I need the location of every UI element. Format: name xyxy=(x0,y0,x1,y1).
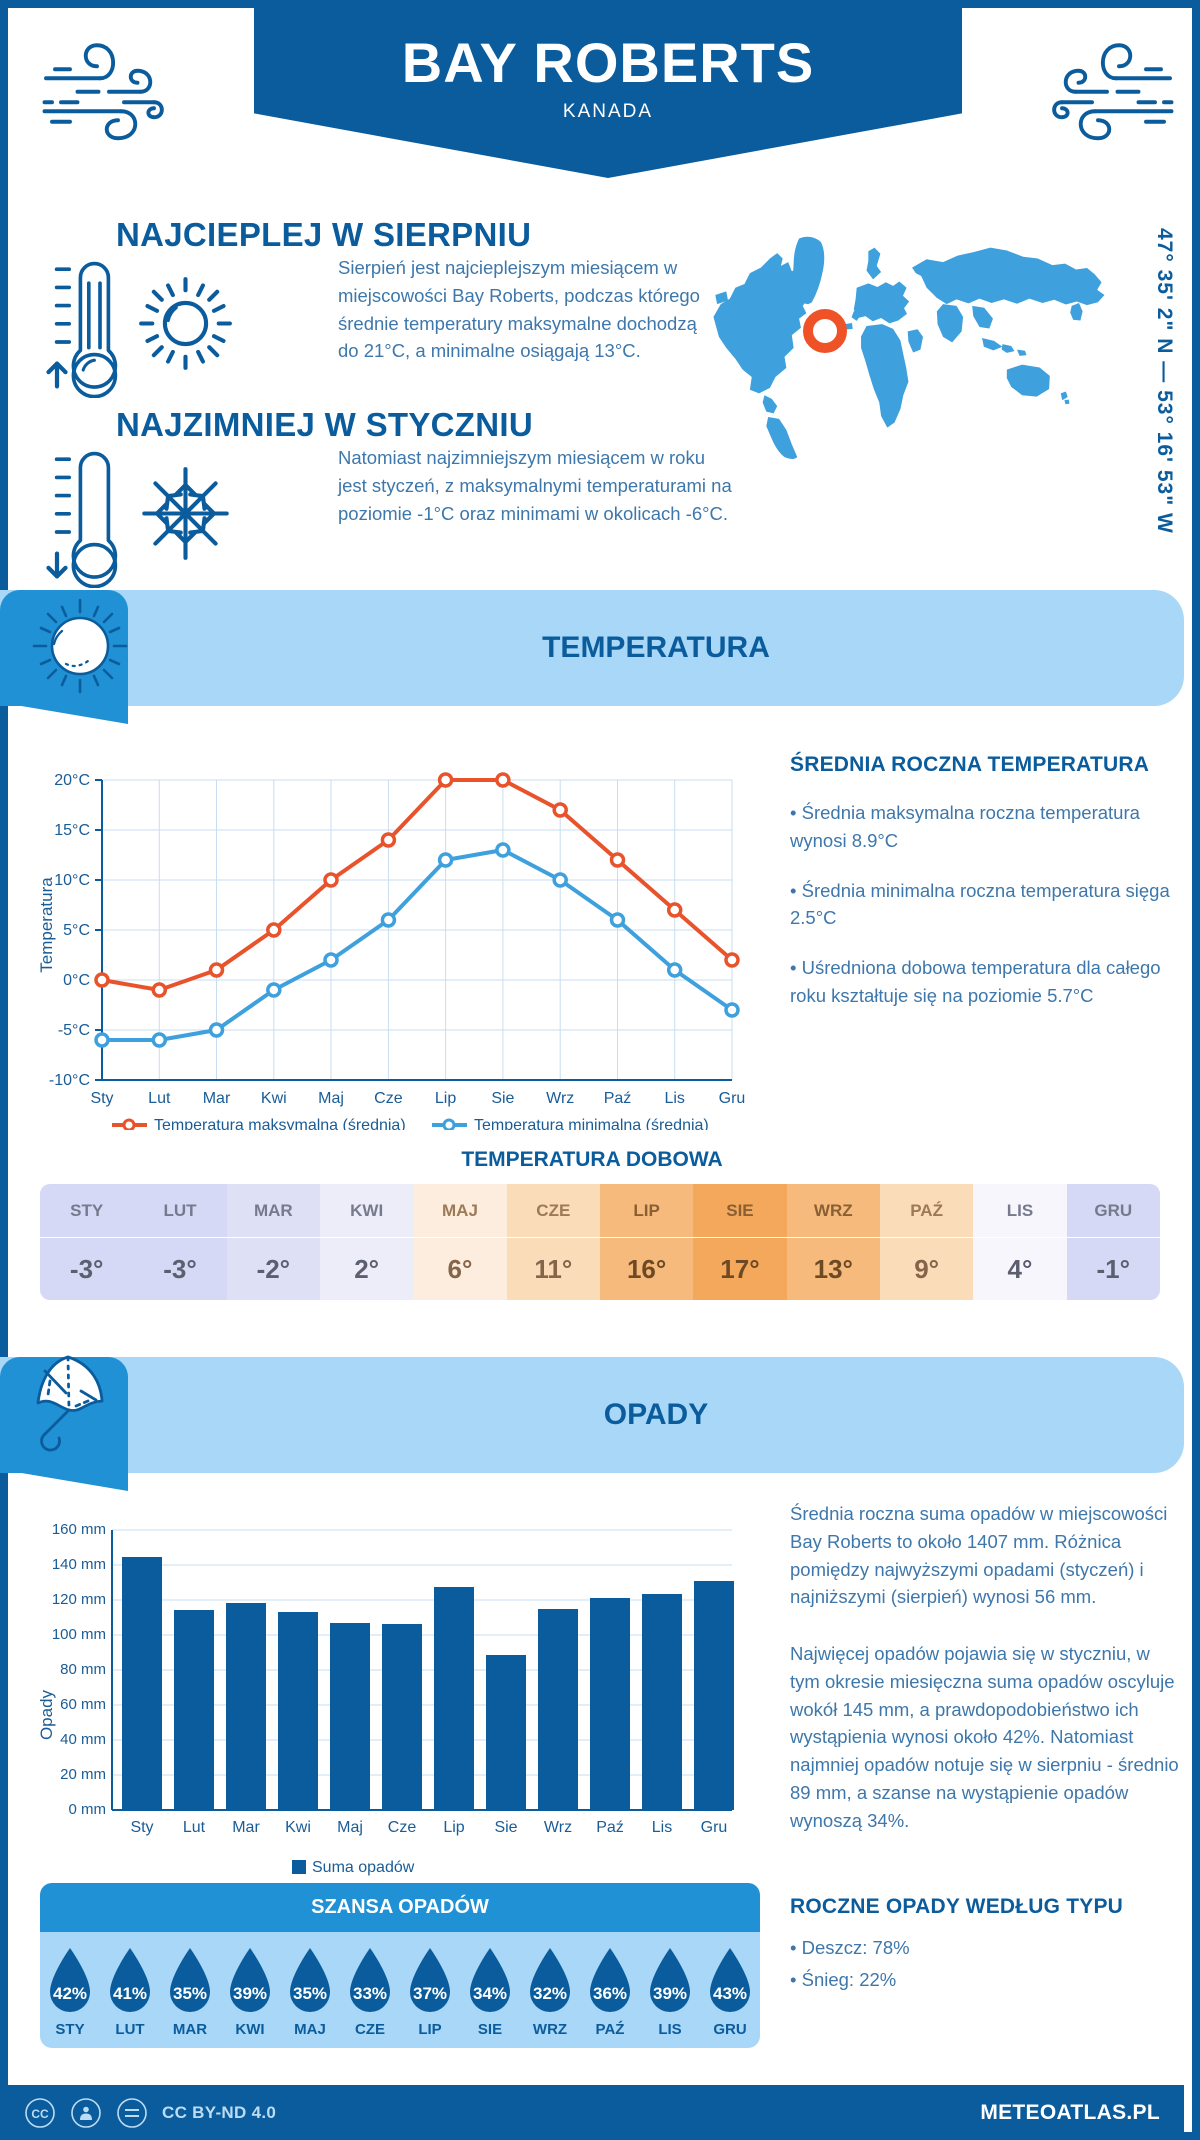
svg-text:Cze: Cze xyxy=(388,1819,417,1836)
svg-text:37%: 37% xyxy=(413,1984,447,2003)
svg-text:0°C: 0°C xyxy=(63,972,90,989)
svg-text:Gru: Gru xyxy=(701,1819,728,1836)
svg-text:32%: 32% xyxy=(533,1984,567,2003)
svg-text:Sty: Sty xyxy=(130,1819,153,1836)
svg-text:-5°C: -5°C xyxy=(58,1022,90,1039)
svg-text:120 mm: 120 mm xyxy=(52,1591,106,1608)
svg-text:Maj: Maj xyxy=(337,1819,363,1836)
svg-text:20 mm: 20 mm xyxy=(60,1766,106,1783)
svg-text:34%: 34% xyxy=(473,1984,507,2003)
svg-text:41%: 41% xyxy=(113,1984,147,2003)
svg-text:Mar: Mar xyxy=(203,1090,231,1107)
svg-text:43%: 43% xyxy=(713,1984,747,2003)
svg-text:Temperatura: Temperatura xyxy=(37,877,56,973)
svg-text:Opady: Opady xyxy=(37,1689,56,1740)
svg-text:Temperatura minimalna (średnia: Temperatura minimalna (średnia) xyxy=(474,1117,709,1130)
svg-text:20°C: 20°C xyxy=(54,772,90,789)
svg-text:Lis: Lis xyxy=(664,1090,684,1107)
svg-text:10°C: 10°C xyxy=(54,872,90,889)
svg-text:Suma opadów: Suma opadów xyxy=(312,1859,415,1876)
svg-text:Mar: Mar xyxy=(232,1819,260,1836)
svg-text:Sie: Sie xyxy=(491,1090,514,1107)
svg-text:CC: CC xyxy=(31,2107,49,2121)
svg-text:80 mm: 80 mm xyxy=(60,1661,106,1678)
svg-text:33%: 33% xyxy=(353,1984,387,2003)
svg-text:Kwi: Kwi xyxy=(261,1090,287,1107)
svg-text:39%: 39% xyxy=(233,1984,267,2003)
svg-text:100 mm: 100 mm xyxy=(52,1626,106,1643)
svg-text:Wrz: Wrz xyxy=(544,1819,572,1836)
svg-text:Sty: Sty xyxy=(90,1090,113,1107)
svg-text:60 mm: 60 mm xyxy=(60,1696,106,1713)
svg-text:Lut: Lut xyxy=(183,1819,206,1836)
svg-text:-10°C: -10°C xyxy=(49,1072,90,1089)
svg-text:Lut: Lut xyxy=(148,1090,171,1107)
svg-text:Lip: Lip xyxy=(435,1090,456,1107)
svg-text:36%: 36% xyxy=(593,1984,627,2003)
svg-text:Gru: Gru xyxy=(719,1090,746,1107)
svg-text:Wrz: Wrz xyxy=(546,1090,574,1107)
svg-text:Kwi: Kwi xyxy=(285,1819,311,1836)
svg-text:35%: 35% xyxy=(293,1984,327,2003)
svg-text:Paź: Paź xyxy=(604,1090,632,1107)
svg-text:Cze: Cze xyxy=(374,1090,403,1107)
svg-text:160 mm: 160 mm xyxy=(52,1521,106,1538)
svg-text:42%: 42% xyxy=(53,1984,87,2003)
svg-text:Lis: Lis xyxy=(652,1819,672,1836)
svg-text:35%: 35% xyxy=(173,1984,207,2003)
svg-text:5°C: 5°C xyxy=(63,922,90,939)
svg-text:39%: 39% xyxy=(653,1984,687,2003)
svg-text:Lip: Lip xyxy=(443,1819,464,1836)
svg-text:0 mm: 0 mm xyxy=(69,1801,107,1818)
svg-text:15°C: 15°C xyxy=(54,822,90,839)
svg-text:Sie: Sie xyxy=(494,1819,517,1836)
svg-text:140 mm: 140 mm xyxy=(52,1556,106,1573)
svg-text:Temperatura maksymalna (średni: Temperatura maksymalna (średnia) xyxy=(154,1117,406,1130)
svg-text:40 mm: 40 mm xyxy=(60,1731,106,1748)
svg-text:Paź: Paź xyxy=(596,1819,624,1836)
svg-text:Maj: Maj xyxy=(318,1090,344,1107)
